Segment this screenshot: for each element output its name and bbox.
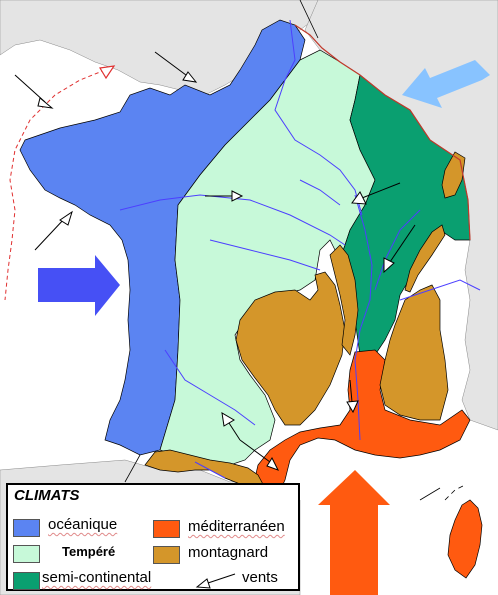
- big-wind-arrow-south-icon: [318, 470, 390, 595]
- label-montagnard: montagnard: [188, 544, 269, 561]
- zone-montagnard-vosges: [441, 151, 466, 199]
- legend-title: CLIMATS: [14, 487, 80, 504]
- swatch-semi-continental: [13, 572, 40, 590]
- big-wind-arrow-west-icon: [38, 255, 120, 316]
- label-tempere: Tempéré: [62, 544, 116, 559]
- wind-arrows: [14, 51, 416, 471]
- wind-arrow-icon: [14, 74, 54, 109]
- swatch-tempere: [13, 545, 40, 563]
- wind-arrow-icon: [239, 439, 280, 471]
- zone-montagnard-alps-south: [329, 244, 359, 356]
- label-mediterraneen: méditerranéen: [188, 518, 285, 535]
- zone-montagnard-alps: [379, 284, 449, 421]
- rivers: [119, 19, 481, 479]
- maritime-limit: [4, 69, 106, 301]
- small-wind-arrow-icon: [99, 65, 116, 80]
- swatch-montagnard: [153, 546, 180, 564]
- wind-arrow-icon: [346, 379, 359, 414]
- wind-arrow-icon: [205, 190, 244, 202]
- wind-arrow-icon: [34, 210, 73, 251]
- label-vents: vents: [242, 569, 278, 586]
- big-wind-arrow-northeast-icon: [402, 60, 490, 108]
- wind-arrow-icon: [383, 224, 416, 274]
- legend-wind-arrow-icon: [195, 573, 236, 589]
- swatch-oceanique: [13, 519, 40, 537]
- boundary-lines: [124, 0, 466, 501]
- wind-arrow-icon: [351, 182, 401, 205]
- zone-mediterraneen: [254, 349, 471, 496]
- wind-arrow-icon: [221, 412, 241, 441]
- label-oceanique: océanique: [48, 516, 118, 533]
- zone-montagnard-jura: [404, 224, 446, 293]
- corsica: [447, 499, 483, 579]
- swatch-mediterraneen: [153, 520, 180, 538]
- frontier-line: [294, 24, 471, 241]
- label-semi-continental: semi-continental: [42, 569, 152, 586]
- wind-arrow-icon: [154, 51, 198, 83]
